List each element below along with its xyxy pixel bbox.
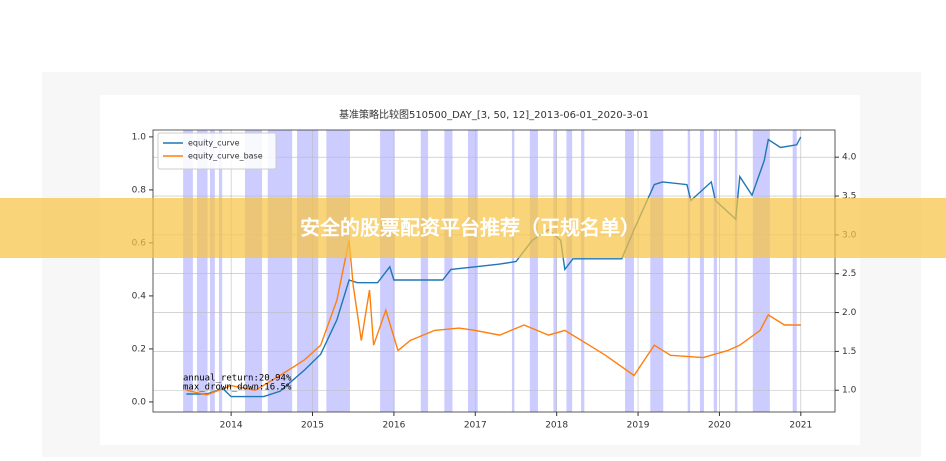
y2-tick-label: 1.5 — [842, 347, 856, 357]
x-tick-label: 2015 — [301, 421, 324, 431]
y-tick-label: 0.2 — [132, 344, 146, 354]
position-span — [444, 130, 453, 412]
x-tick-label: 2017 — [464, 421, 487, 431]
chart-title: 基准策略比较图510500_DAY_[3, 50, 12]_2013-06-01… — [339, 108, 649, 121]
position-span — [713, 130, 717, 412]
y-tick-label: 0.8 — [132, 185, 147, 195]
y-tick-label: 0.4 — [132, 291, 147, 301]
x-tick-label: 2014 — [220, 421, 243, 431]
y-tick-label: 0.0 — [132, 397, 147, 407]
x-tick-label: 2018 — [545, 421, 568, 431]
position-span — [420, 130, 429, 412]
position-span — [687, 130, 691, 412]
y2-tick-label: 2.5 — [842, 269, 856, 279]
banner-text: 安全的股票配资平台推荐（正规名单） — [300, 216, 640, 240]
plot-area — [153, 130, 835, 412]
position-span — [183, 130, 193, 412]
position-span — [326, 130, 350, 412]
position-span — [553, 130, 557, 412]
y-tick-label: 1.0 — [132, 132, 147, 142]
position-span — [734, 130, 738, 412]
plot-frame — [152, 129, 836, 413]
legend-label: equity_curve_base — [188, 152, 263, 161]
position-span — [625, 130, 634, 412]
y2-tick-label: 3.5 — [842, 192, 856, 202]
y2-tick-label: 4.0 — [842, 153, 857, 163]
position-span — [752, 130, 770, 412]
position-span — [566, 130, 573, 412]
position-span — [511, 130, 515, 412]
position-span — [650, 130, 664, 412]
position-span — [529, 130, 538, 412]
position-span — [209, 130, 215, 412]
position-span — [218, 130, 223, 412]
annotation: max_drown_down:16.5% — [183, 383, 292, 393]
y2-tick-label: 1.0 — [842, 386, 857, 396]
position-span — [467, 130, 478, 412]
position-span — [297, 130, 319, 412]
annotation: annual_return:20.94% — [183, 374, 292, 384]
position-span — [244, 130, 263, 412]
position-span — [699, 130, 704, 412]
x-tick-label: 2020 — [708, 421, 731, 431]
series-line — [186, 240, 801, 396]
x-tick-label: 2021 — [789, 421, 812, 431]
legend-box — [157, 132, 277, 170]
position-span — [196, 130, 208, 412]
position-span — [581, 130, 585, 412]
position-span — [267, 130, 293, 412]
legend-label: equity_curve — [188, 139, 240, 148]
x-tick-label: 2016 — [382, 421, 405, 431]
y2-tick-label: 2.0 — [842, 308, 857, 318]
x-tick-label: 2019 — [627, 421, 650, 431]
banner — [0, 198, 946, 258]
position-span — [792, 130, 797, 412]
